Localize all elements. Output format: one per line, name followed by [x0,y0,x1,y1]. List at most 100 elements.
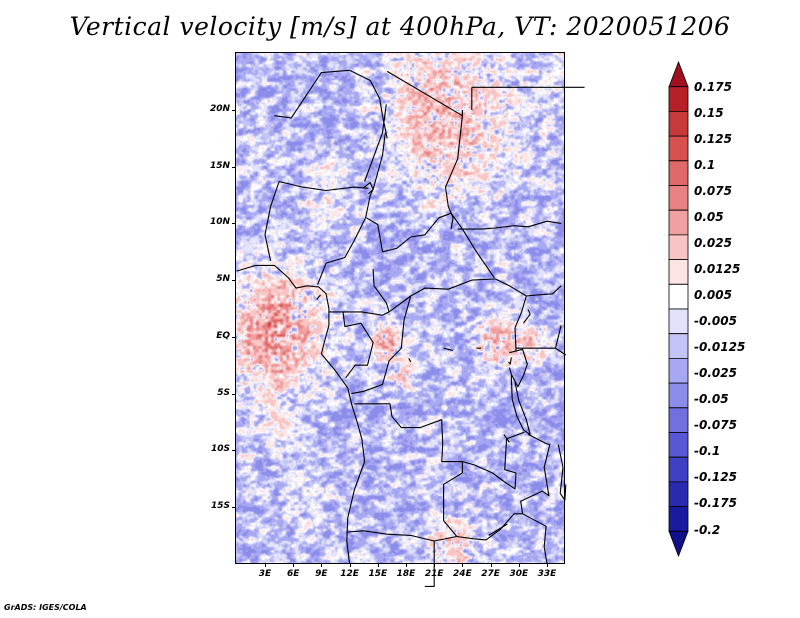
colorbar-bin [668,234,689,261]
lon-tick-label: 27E [481,569,500,579]
colorbar-bin [668,259,689,285]
country-border-line [503,434,510,443]
country-border-line [443,472,463,537]
country-border-line [264,180,369,262]
colorbar-label: 0.005 [694,288,732,302]
country-border-line [236,264,366,564]
lat-tick-mark [232,450,236,451]
lat-tick-label: EQ [216,330,230,341]
colorbar-bin [668,456,689,483]
lat-tick-mark [232,167,236,168]
country-border-line [382,212,452,253]
lon-tick-mark [350,563,351,567]
country-border-line [347,530,457,542]
grads-footer: GrADS: IGES/COLA [4,603,87,612]
colorbar-label: -0.025 [694,366,737,380]
colorbar-bin [668,86,689,112]
lon-tick-label: 12E [340,569,359,579]
lon-tick-mark [462,563,463,567]
country-border-line [372,268,390,313]
country-border-line [557,444,567,501]
country-border-line [516,325,562,349]
colorbar-bin [668,506,689,532]
lon-tick-label: 9E [315,569,328,579]
lon-tick-label: 15E [368,569,388,579]
lat-tick-label: 15S [210,501,230,511]
country-border-line [388,278,496,313]
country-border-line [488,523,508,536]
lon-tick-mark [547,563,548,567]
country-border-line [364,104,387,182]
country-borders [236,69,585,587]
lon-tick-mark [406,563,407,567]
lat-tick-label: 10S [210,444,230,455]
lon-tick-label: 3E [258,569,272,579]
colorbar-bin [668,185,689,211]
lon-tick-mark [265,563,266,567]
country-border-line [462,431,525,490]
colorbar-label: -0.1 [694,444,721,458]
lat-tick-label: 5S [217,387,230,398]
lon-tick-mark [434,563,435,567]
lon-tick-label: 33E [537,569,557,579]
country-border-line [443,347,454,352]
country-border-line [457,220,562,230]
colorbar-bin [668,407,689,433]
country-border-line [366,217,384,252]
colorbar-label: -0.075 [694,418,737,432]
country-border-line [424,541,435,587]
colorbar-bin [668,481,689,508]
lon-tick-mark [378,563,379,567]
country-border-line [523,309,531,324]
colorbar-label: -0.005 [694,314,737,328]
colorbar-bin [668,432,689,458]
colorbar-label: -0.175 [694,496,737,510]
lat-tick-mark [232,223,236,224]
lat-tick-mark [232,507,236,508]
country-border-line [342,311,374,379]
colorbar-label: -0.0125 [694,340,746,354]
colorbar-label: -0.2 [694,523,721,537]
lon-tick-mark [519,563,520,567]
lon-tick-mark [491,563,492,567]
colorbar-label: -0.05 [694,392,729,406]
lat-tick-label: 20N [209,104,230,114]
country-border-line [508,357,512,365]
colorbar-bin [668,135,689,162]
lat-tick-label: 5N [216,274,230,285]
country-border-line [450,212,495,279]
lat-tick-mark [232,110,236,111]
country-border-line [316,294,321,300]
colorbar-bin [668,60,689,88]
colorbar-bin [668,333,689,359]
lon-tick-label: 18E [396,569,416,579]
colorbar-bin [668,283,689,310]
country-border-line [508,348,528,388]
colorbar-bin [668,111,689,137]
lat-tick-mark [232,394,236,395]
lat-tick-mark [232,280,236,281]
colorbar-label: 0.125 [694,132,732,146]
colorbar-bin [668,382,689,409]
lat-tick-label: 15N [209,160,230,171]
country-border-line [555,347,567,356]
country-border-line [408,358,412,363]
country-border-line [372,132,386,190]
country-border-line [495,278,562,297]
lon-tick-label: 6E [286,569,300,579]
colorbar-bin [668,357,689,384]
country-border-line [444,110,463,230]
lon-tick-label: 24E [453,569,472,579]
colorbar-label: 0.175 [694,80,732,94]
lon-tick-label: 21E [424,569,444,579]
colorbar-label: 0.025 [694,236,732,250]
lon-tick-label: 30E [509,569,529,579]
country-border-line [456,513,523,541]
colorbar-bin [668,209,689,236]
colorbar-label: 0.05 [694,210,724,224]
country-border-line [522,513,548,564]
country-border-line [354,403,463,473]
country-border-line [362,182,374,195]
map-plot-area [236,53,585,587]
velocity-field-shading [236,53,564,563]
